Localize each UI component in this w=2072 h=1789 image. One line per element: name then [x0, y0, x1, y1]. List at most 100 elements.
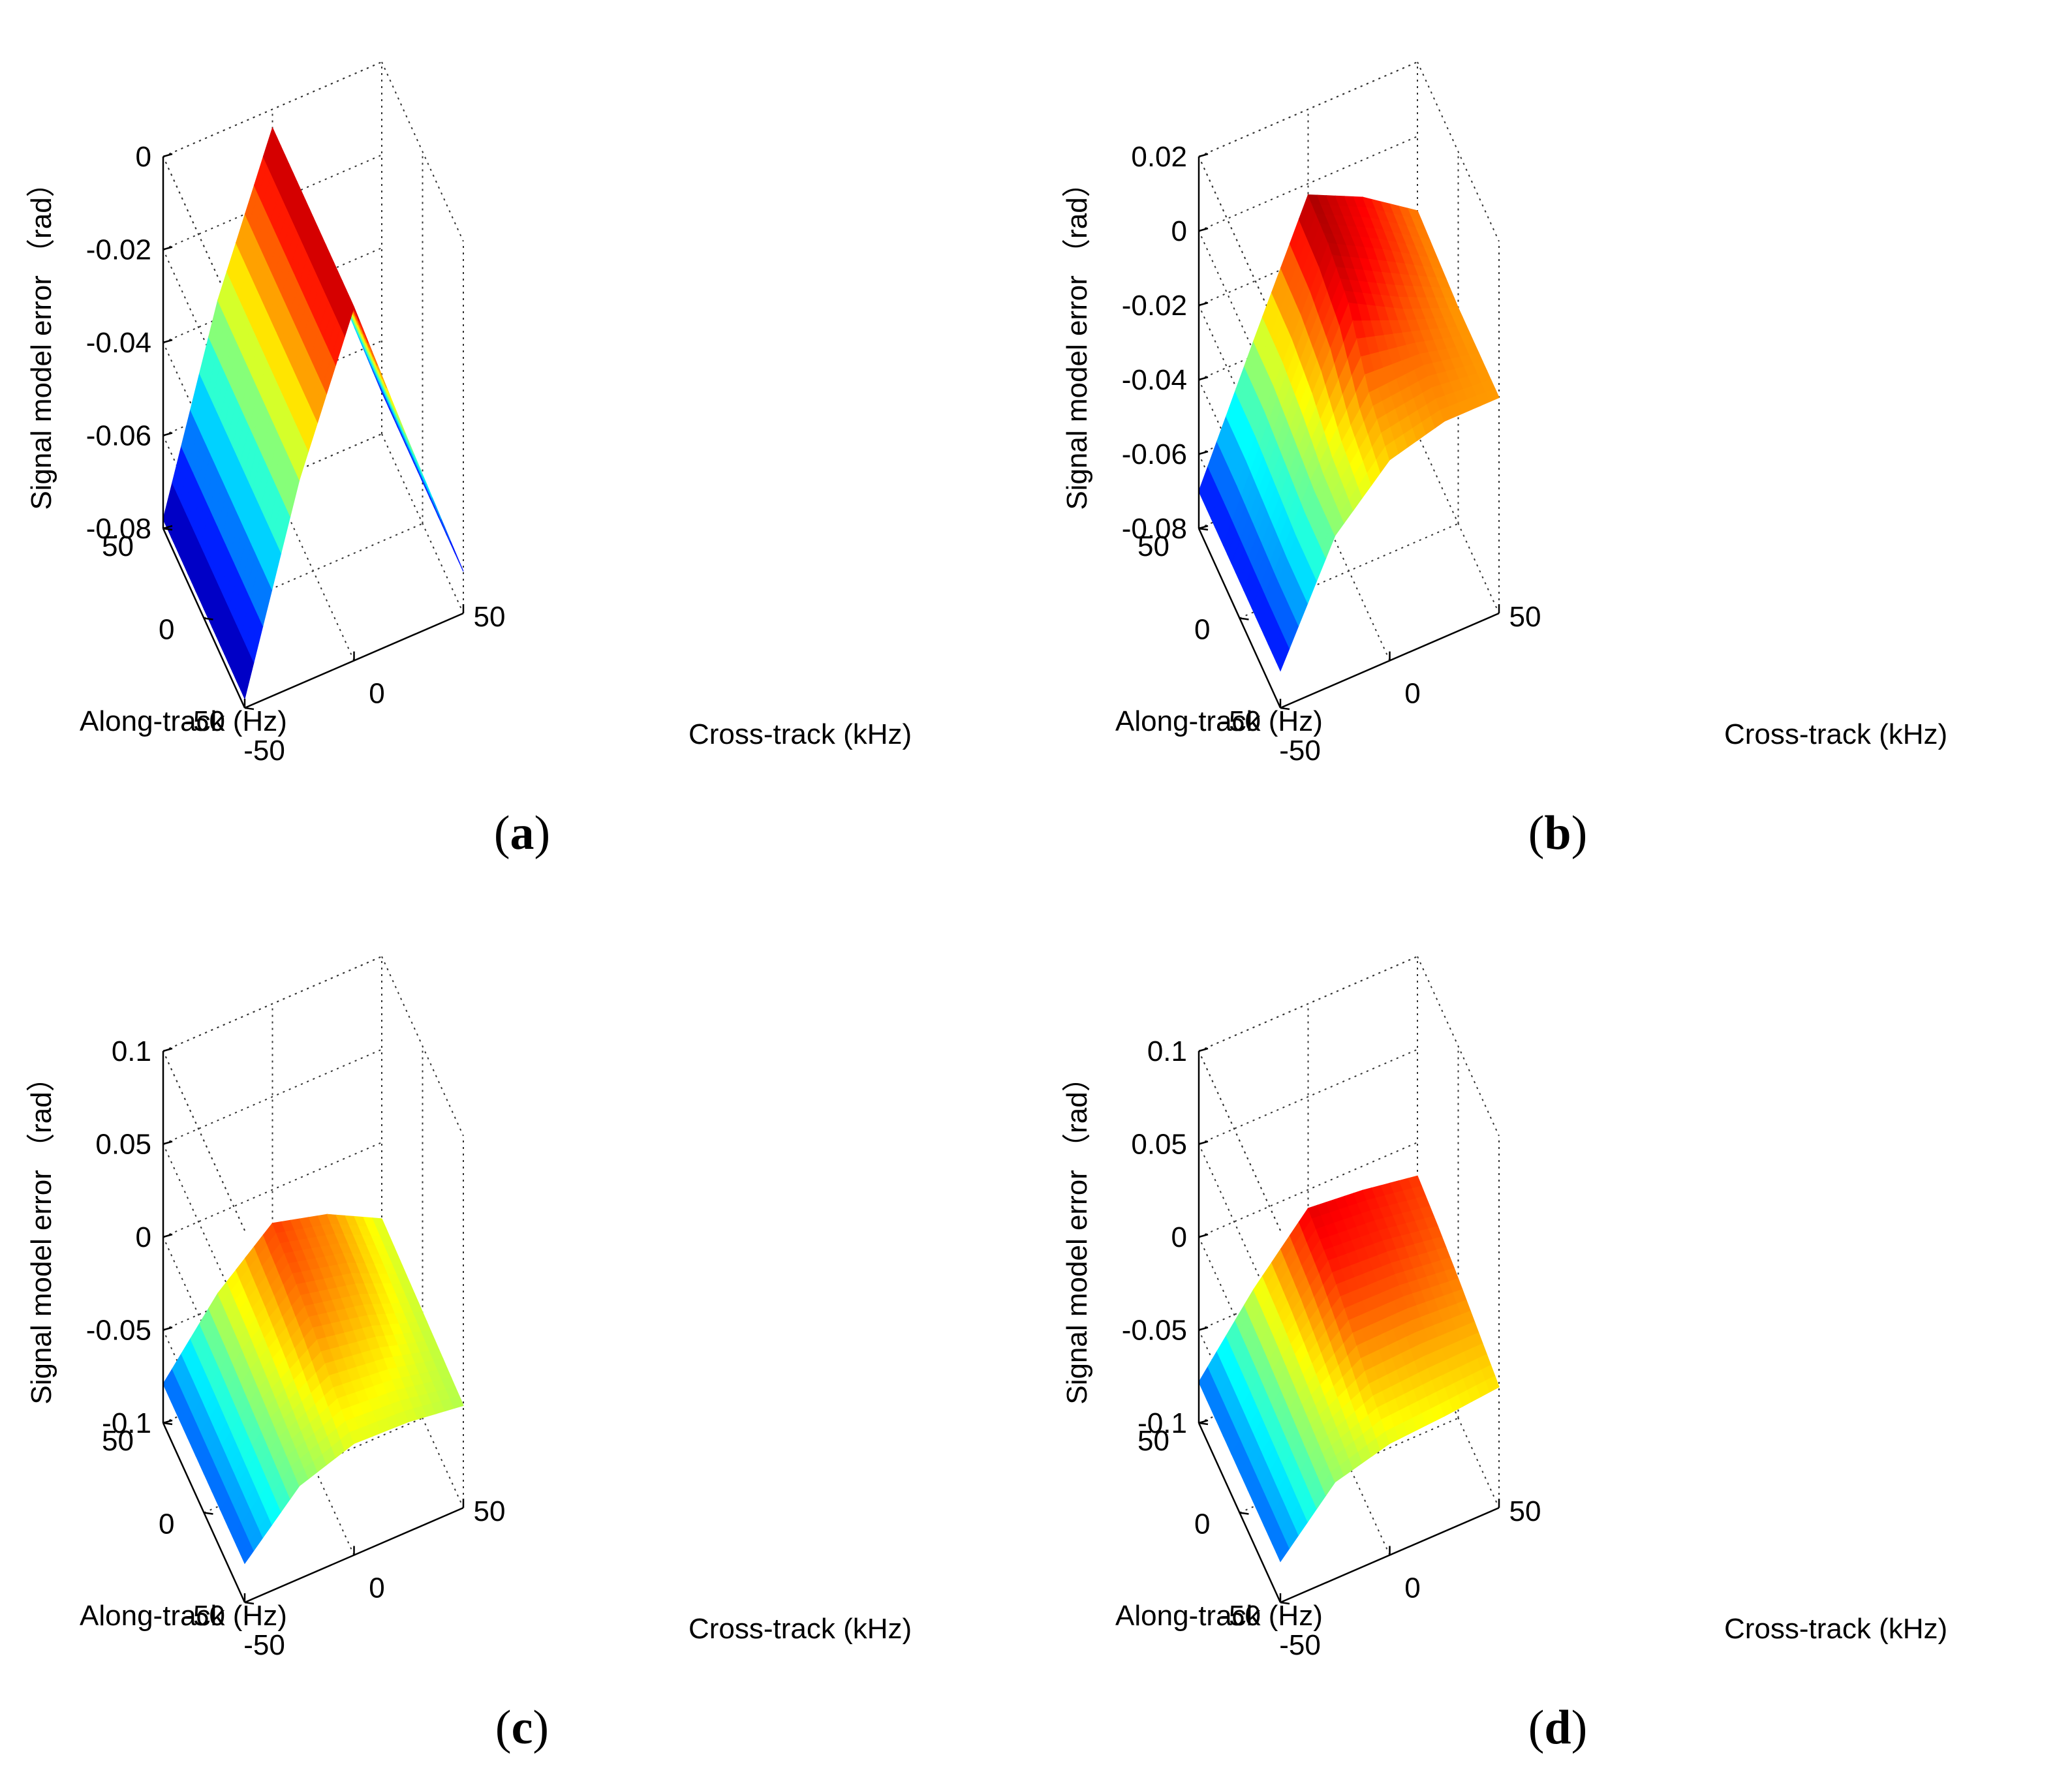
- chart-panel-a: -0.08 -0.06 -0.04 -0.02 0 -50 0 50 -50 0 50 Cross-t…: [0, 0, 1036, 894]
- y-tick-label-0: 0: [1194, 1508, 1210, 1540]
- z-tick-mark: [1198, 1233, 1209, 1238]
- z-tick-label-0-1: -0.1: [1137, 1407, 1187, 1439]
- y-tick-mark: [162, 527, 173, 531]
- z-tick-label-0-1: -0.1: [102, 1407, 151, 1439]
- x-tick-label-50: 50: [474, 601, 506, 633]
- z-tick-label-0-04: -0.04: [86, 327, 151, 359]
- y-tick-label-50: 50: [1137, 1425, 1169, 1457]
- z-tick-label-0-02: -0.02: [1122, 290, 1187, 322]
- z-tick-label-0-05: 0.05: [95, 1129, 151, 1161]
- surface-group: [162, 1214, 464, 1565]
- z-gridline: [162, 61, 382, 157]
- surface-group: [162, 127, 464, 700]
- box-edge-line: [381, 956, 464, 1137]
- panel-caption: (c): [392, 1700, 653, 1756]
- chart-panel-b: -0.08 -0.06 -0.04 -0.02 0 0.02 -50 0 50 -50 0 50 Cro…: [1036, 0, 2071, 894]
- y-axis-title: Along-track (Hz): [80, 1600, 287, 1632]
- z-tick-mark: [1198, 1326, 1209, 1331]
- caption-close-paren: ): [1571, 806, 1588, 860]
- z-tick-mark: [162, 339, 173, 344]
- chart-panel-c: -0.1 -0.05 0 0.05 0.1 -50 0 50 -50 0 50 Cross-track…: [0, 894, 1036, 1789]
- chart-svg-b: -0.08 -0.06 -0.04 -0.02 0 0.02 -50 0 50 -50 0 50 Cro…: [1061, 61, 1947, 767]
- y-axis-title: Along-track (Hz): [80, 705, 287, 737]
- y-tick-mark: [204, 617, 213, 620]
- y-tick-mark: [244, 707, 255, 711]
- x-tick-label-0: 0: [369, 1572, 384, 1604]
- caption-close-paren: ): [1571, 1701, 1588, 1754]
- box-edge-line: [1417, 956, 1500, 1137]
- z-axis-title: Signal model error （rad）: [1061, 168, 1093, 510]
- y-tick-label-0: 0: [1194, 614, 1210, 646]
- chart-panel-d: -0.1 -0.05 0 0.05 0.1 -50 0 50 -50 0 50 Cross-track…: [1036, 894, 2071, 1789]
- z-gridline: [1198, 61, 1418, 157]
- z-gridline: [1198, 136, 1418, 232]
- panel-caption: (b): [1427, 806, 1688, 861]
- caption-letter: c: [511, 1701, 533, 1754]
- surface-patch: [1485, 388, 1500, 403]
- y-tick-mark: [1198, 1422, 1209, 1426]
- z-gridline: [162, 956, 382, 1052]
- y-tick-label-0: 0: [159, 1508, 174, 1540]
- x-tick-label-0: 0: [369, 678, 384, 710]
- surface-patch: [449, 1396, 464, 1409]
- y-tick-label-50: -50: [1219, 1600, 1261, 1632]
- z-gridline: [162, 1050, 245, 1231]
- y-axis-title: Along-track (Hz): [1115, 1600, 1323, 1632]
- x-axis-title: Cross-track (kHz): [1724, 718, 1947, 750]
- surface-patch: [1485, 1375, 1500, 1393]
- caption-letter: a: [510, 806, 534, 860]
- caption-open-paren: (: [495, 1701, 512, 1754]
- caption-letter: d: [1544, 1701, 1571, 1754]
- z-tick-mark: [1198, 227, 1209, 232]
- z-tick-label-0-1: 0.1: [112, 1035, 151, 1067]
- z-tick-label-0-06: -0.06: [1122, 438, 1187, 470]
- z-tick-mark: [1198, 1140, 1209, 1145]
- z-tick-label-0-05: 0.05: [1131, 1129, 1187, 1161]
- z-tick-mark: [162, 153, 173, 158]
- y-tick-mark: [204, 1512, 213, 1515]
- x-axis-title: Cross-track (kHz): [688, 1613, 912, 1645]
- surface-group: [1198, 193, 1500, 672]
- panel-caption: (a): [392, 806, 653, 861]
- y-axis-title: Along-track (Hz): [1115, 705, 1323, 737]
- caption-close-paren: ): [533, 1701, 549, 1754]
- caption-letter: b: [1544, 806, 1571, 860]
- z-tick-label-0-02: -0.02: [86, 234, 151, 266]
- y-tick-label-50: -50: [1219, 705, 1261, 737]
- y-tick-label-50: 50: [1137, 530, 1169, 562]
- y-tick-mark: [244, 1601, 255, 1605]
- z-tick-mark: [1198, 301, 1209, 307]
- z-tick-mark: [162, 1047, 173, 1052]
- x-axis-title: Cross-track (kHz): [688, 718, 912, 750]
- y-tick-label-50: -50: [183, 705, 225, 737]
- z-gridline: [162, 1048, 382, 1145]
- x-tick-label-50: -50: [243, 1629, 285, 1661]
- z-tick-label-0-1: 0.1: [1147, 1035, 1187, 1067]
- z-tick-mark: [1198, 376, 1209, 381]
- z-tick-label-0-02: 0.02: [1131, 141, 1187, 173]
- z-tick-mark: [162, 1326, 173, 1331]
- x-tick-label-50: -50: [1279, 1629, 1321, 1661]
- surface-patch: [450, 540, 464, 572]
- y-tick-mark: [1280, 707, 1290, 711]
- chart-svg-a: -0.08 -0.06 -0.04 -0.02 0 -50 0 50 -50 0 50 Cross-t…: [25, 61, 912, 767]
- z-tick-label-0-08: -0.08: [1122, 513, 1187, 545]
- z-tick-label-0-06: -0.06: [86, 420, 151, 452]
- z-gridline: [1198, 1048, 1418, 1145]
- y-tick-label-0: 0: [159, 614, 174, 646]
- caption-close-paren: ): [534, 806, 551, 860]
- y-tick-mark: [1280, 1601, 1290, 1605]
- z-tick-mark: [162, 432, 173, 436]
- z-tick-label-0: 0: [136, 141, 151, 173]
- z-tick-mark: [1198, 1047, 1209, 1052]
- caption-open-paren: (: [493, 806, 510, 860]
- z-tick-mark: [162, 246, 173, 251]
- y-tick-label-50: 50: [102, 1425, 134, 1457]
- z-tick-label-0-04: -0.04: [1122, 364, 1187, 396]
- z-tick-label-0: 0: [136, 1221, 151, 1253]
- x-axis-title: Cross-track (kHz): [1724, 1613, 1947, 1645]
- y-tick-label-50: 50: [102, 530, 134, 562]
- chart-svg-c: -0.1 -0.05 0 0.05 0.1 -50 0 50 -50 0 50 Cross-track…: [25, 956, 912, 1661]
- x-tick-label-50: 50: [1509, 1495, 1541, 1527]
